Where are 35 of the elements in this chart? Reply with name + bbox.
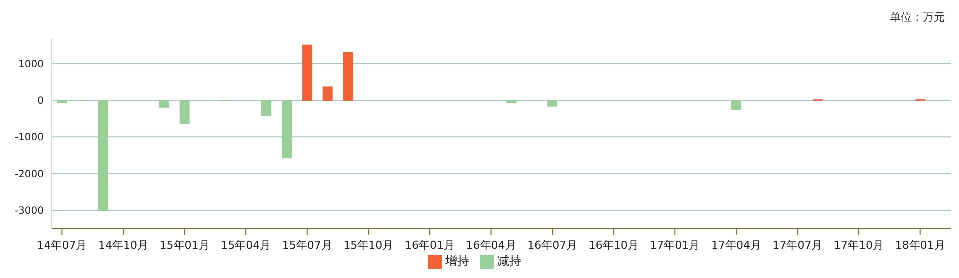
bar — [262, 100, 272, 116]
x-tick-label: 17年10月 — [834, 239, 884, 252]
x-tick-label: 15年07月 — [282, 239, 332, 252]
bar — [98, 100, 108, 212]
x-tick-label: 16年04月 — [466, 239, 516, 252]
bar — [57, 100, 68, 104]
bar — [548, 100, 558, 107]
y-tick-label: -3000 — [14, 206, 44, 218]
bar — [322, 86, 333, 101]
x-tick-label: 14年07月 — [37, 239, 88, 252]
x-tick-label: 17年04月 — [711, 239, 762, 252]
bar — [343, 52, 354, 101]
x-tick-label: 16年10月 — [588, 239, 639, 252]
bar — [159, 100, 170, 108]
x-tick-label: 16年01月 — [404, 239, 455, 252]
y-tick-label: -2000 — [14, 169, 44, 180]
x-tick-label: 14年10月 — [98, 239, 149, 252]
y-tick-label: -1000 — [14, 132, 44, 144]
bar — [302, 44, 312, 101]
bar — [506, 100, 517, 104]
x-tick-label: 15年10月 — [344, 239, 394, 252]
x-tick-label: 15年04月 — [221, 239, 272, 252]
y-tick-label: 1000 — [18, 59, 44, 70]
x-tick-label: 18年01月 — [895, 239, 946, 252]
x-tick-label: 17年07月 — [772, 239, 823, 252]
bar — [282, 100, 292, 159]
x-tick-label: 17年01月 — [650, 239, 700, 252]
y-tick-label: 0 — [38, 96, 44, 107]
x-tick-label: 16年07月 — [528, 239, 578, 252]
legend-label: 增持 — [446, 254, 470, 268]
bar — [731, 100, 742, 110]
legend-label: 减持 — [498, 254, 522, 268]
x-tick-label: 15年01月 — [160, 239, 210, 252]
text: 单位：万元 — [890, 10, 945, 25]
bar — [180, 100, 190, 124]
